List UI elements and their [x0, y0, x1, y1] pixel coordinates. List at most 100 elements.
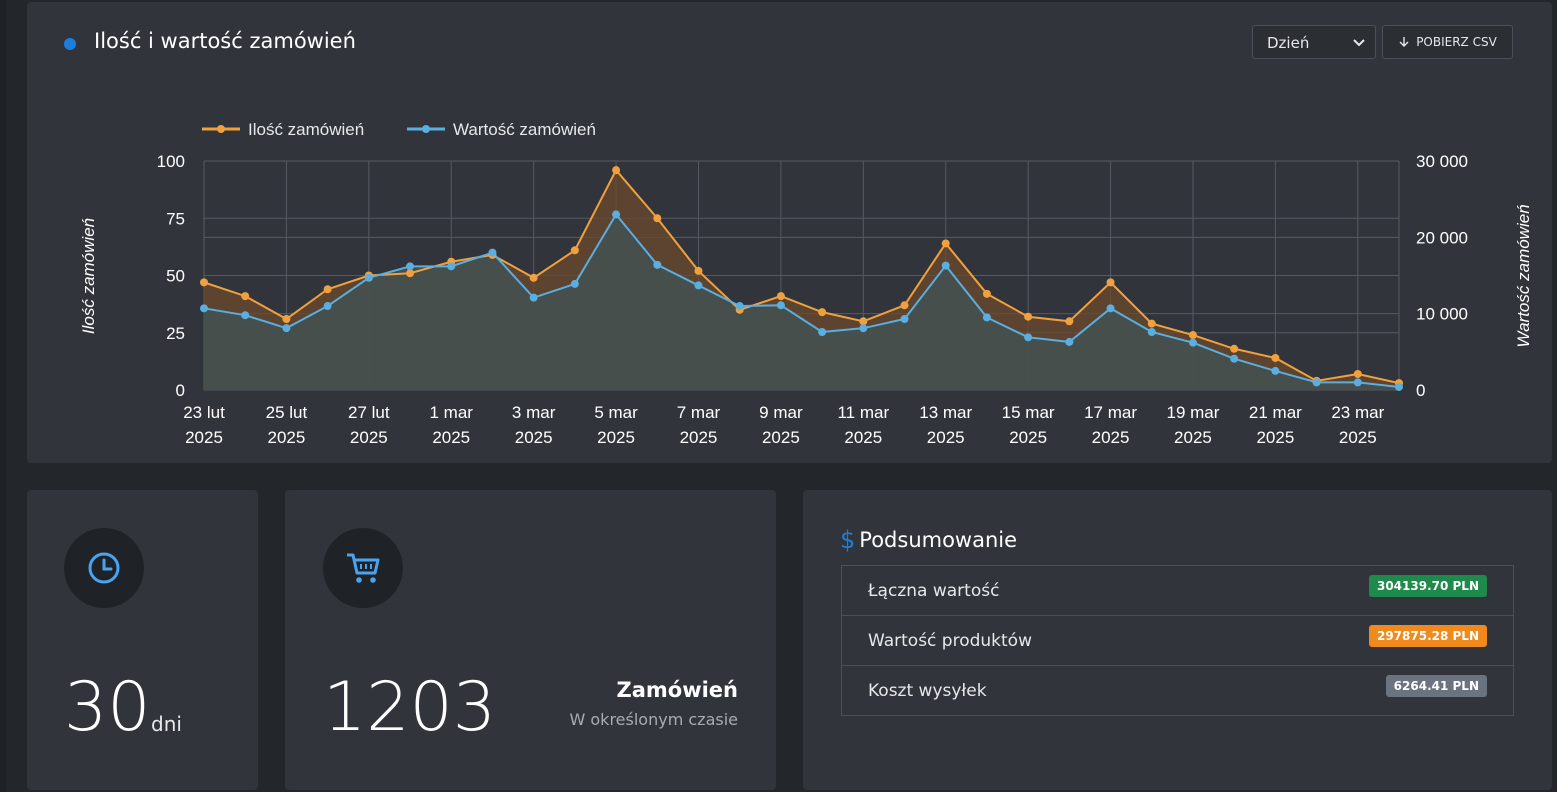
ilosc-point — [282, 315, 291, 324]
x-tick-label: 2025 — [1009, 428, 1047, 447]
chart-title: Ilość i wartość zamówień — [94, 29, 356, 53]
x-tick-label: 5 mar — [594, 403, 638, 422]
wartosc-point — [612, 210, 621, 219]
y-left-tick-label: 100 — [157, 152, 185, 171]
wartosc-point — [406, 262, 415, 271]
wartosc-point — [941, 261, 950, 270]
clock-icon-circle — [64, 528, 144, 608]
x-tick-label: 2025 — [432, 428, 470, 447]
ilosc-point — [1188, 331, 1197, 340]
x-tick-label: 2025 — [762, 428, 800, 447]
x-tick-label: 23 lut — [183, 403, 225, 422]
x-tick-label: 23 mar — [1331, 403, 1384, 422]
ilosc-point — [1065, 317, 1074, 326]
y-right-tick-label: 10 000 — [1416, 305, 1468, 324]
wartosc-point — [1188, 338, 1197, 347]
x-tick-label: 17 mar — [1084, 403, 1137, 422]
x-tick-label: 27 lut — [348, 403, 390, 422]
title-dot-icon — [64, 38, 76, 50]
y-left-tick-label: 25 — [166, 324, 185, 343]
orders-subtitle: W określonym czasie — [569, 710, 738, 729]
y-right-tick-label: 0 — [1416, 381, 1425, 400]
chart-card-header: Ilość i wartość zamówień Dzień POBIERZ C… — [27, 2, 1552, 82]
summary-title: Podsumowanie — [859, 528, 1018, 552]
x-tick-label: 3 mar — [512, 403, 556, 422]
download-csv-button[interactable]: POBIERZ CSV — [1382, 25, 1513, 59]
summary-table: Łączna wartość 304139.70 PLN Wartość pro… — [841, 565, 1514, 716]
x-tick-label: 11 mar — [837, 403, 889, 422]
wartosc-series-line — [203, 212, 1400, 388]
wartosc-point — [447, 262, 456, 271]
wartosc-point — [900, 315, 909, 324]
x-tick-label: 25 lut — [266, 403, 308, 422]
download-csv-label: POBIERZ CSV — [1416, 35, 1497, 49]
x-tick-label: 1 mar — [430, 403, 474, 422]
wartosc-point — [570, 279, 579, 288]
summary-row-products: Wartość produktów 297875.28 PLN — [842, 616, 1513, 666]
arrow-down-icon — [1399, 37, 1409, 47]
x-tick-label: 2025 — [1339, 428, 1377, 447]
ilosc-point — [941, 239, 950, 248]
cart-icon-circle — [323, 528, 403, 608]
wartosc-point — [241, 311, 250, 320]
wartosc-point — [1147, 327, 1156, 336]
wartosc-point — [1065, 337, 1074, 346]
ilosc-point — [1147, 319, 1156, 328]
wartosc-point — [1106, 304, 1115, 313]
summary-row-label: Koszt wysyłek — [868, 681, 987, 701]
ilosc-point — [694, 266, 703, 275]
y-left-axis-title: Ilość zamówień — [79, 218, 98, 334]
summary-row-total: Łączna wartość 304139.70 PLN — [842, 566, 1513, 616]
ilosc-point — [612, 166, 621, 175]
x-tick-label: 2025 — [267, 428, 305, 447]
x-tick-label: 2025 — [597, 428, 635, 447]
y-left-tick-label: 50 — [166, 267, 185, 286]
summary-row-shipping: Koszt wysyłek 6264.41 PLN — [842, 666, 1513, 715]
left-edge-strip — [0, 0, 6, 792]
ilosc-point — [859, 317, 868, 326]
summary-row-label: Wartość produktów — [868, 631, 1032, 651]
days-unit: dni — [151, 712, 182, 736]
ilosc-point — [1271, 353, 1280, 362]
x-tick-label: 13 mar — [919, 403, 972, 422]
wartosc-point — [694, 281, 703, 290]
x-tick-label: 9 mar — [759, 403, 803, 422]
wartosc-point — [859, 324, 868, 333]
y-left-tick-label: 75 — [166, 209, 185, 228]
x-tick-label: 2025 — [680, 428, 718, 447]
ilosc-point — [323, 285, 332, 294]
days-stat-card: 30 dni — [27, 490, 258, 790]
x-tick-label: 2025 — [1092, 428, 1130, 447]
wartosc-point — [982, 313, 991, 322]
ilosc-point — [241, 292, 250, 301]
x-tick-label: 7 mar — [677, 403, 721, 422]
legend-marker — [422, 125, 430, 133]
wartosc-point — [1353, 378, 1362, 387]
ilosc-point — [1353, 369, 1362, 378]
shipping-value-badge: 6264.41 PLN — [1385, 675, 1487, 697]
wartosc-point — [488, 248, 497, 257]
wartosc-point — [1271, 366, 1280, 375]
orders-stat-card: 1203 Zamówień W określonym czasie — [285, 490, 776, 790]
x-tick-label: 15 mar — [1002, 403, 1055, 422]
x-tick-label: 19 mar — [1167, 403, 1220, 422]
summary-card: $ Podsumowanie Łączna wartość 304139.70 … — [803, 490, 1552, 790]
legend-label: Ilość zamówień — [248, 120, 364, 139]
ilosc-point — [1024, 312, 1033, 321]
legend-marker — [217, 125, 225, 133]
wartosc-point — [1230, 354, 1239, 363]
wartosc-point — [529, 293, 538, 302]
wartosc-point — [282, 324, 291, 333]
summary-header: $ Podsumowanie — [840, 526, 1017, 554]
y-right-axis-title: Wartość zamówień — [1514, 204, 1533, 347]
ilosc-point — [653, 214, 662, 223]
wartosc-point — [1024, 333, 1033, 342]
ilosc-point — [529, 273, 538, 282]
orders-chart-card: Ilość i wartość zamówień Dzień POBIERZ C… — [27, 2, 1552, 463]
x-tick-label: 21 mar — [1249, 403, 1302, 422]
orders-title: Zamówień — [616, 678, 739, 702]
period-select-value: Dzień — [1267, 34, 1310, 52]
period-select[interactable]: Dzień — [1252, 25, 1376, 59]
ilosc-series-line — [203, 168, 1400, 385]
wartosc-point — [735, 302, 744, 311]
